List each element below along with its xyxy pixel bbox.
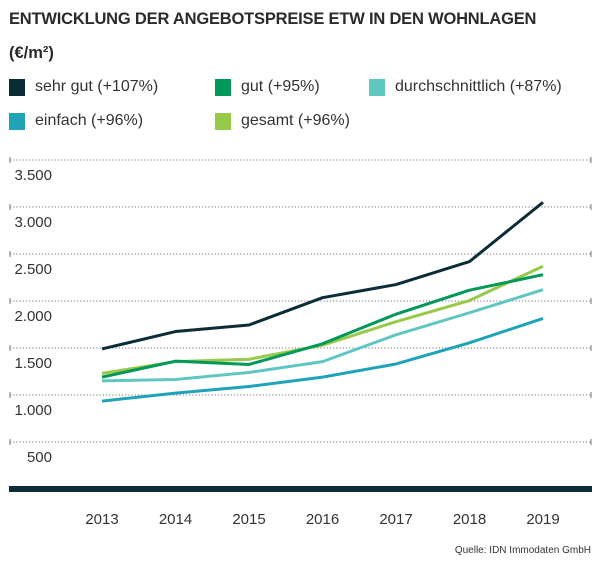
series-line-durchschnittlich <box>101 288 544 383</box>
x-tick-label: 2018 <box>453 511 486 528</box>
legend-item-einfach: einfach (+96%) <box>9 112 143 130</box>
y-tick-label: 2.000 <box>14 308 52 325</box>
legend-swatch <box>215 112 231 130</box>
legend-item-sehr-gut: sehr gut (+107%) <box>9 78 158 96</box>
x-tick-label: 2016 <box>306 511 339 528</box>
legend-label: gesamt (+96%) <box>241 112 350 129</box>
legend-swatch <box>9 78 25 96</box>
x-tick-label: 2019 <box>526 511 559 528</box>
legend-label: sehr gut (+107%) <box>35 78 159 95</box>
x-tick-label: 2015 <box>232 511 265 528</box>
series-line-einfach <box>101 316 544 403</box>
legend-swatch <box>215 78 231 96</box>
legend-label: durchschnittlich (+87%) <box>395 78 562 95</box>
chart-title: ENTWICKLUNG DER ANGEBOTSPREISE ETW IN DE… <box>9 10 537 28</box>
legend-item-durchschnittlich: durchschnittlich (+87%) <box>369 78 562 96</box>
y-tick-label: 500 <box>27 449 52 466</box>
legend-label: gut (+95%) <box>241 78 320 95</box>
legend-label: einfach (+96%) <box>35 112 144 129</box>
y-tick-label: 2.500 <box>14 261 52 278</box>
source-note: Quelle: IDN Immodaten GmbH <box>454 545 591 556</box>
legend-swatch <box>369 78 385 96</box>
chart-subtitle: (€/m²) <box>9 44 54 62</box>
legend-item-gesamt: gesamt (+96%) <box>215 112 350 130</box>
legend-item-gut: gut (+95%) <box>215 78 320 96</box>
x-tick-label: 2017 <box>379 511 412 528</box>
x-tick-label: 2013 <box>85 511 118 528</box>
series-line-gut <box>101 273 544 379</box>
series-line-sehr-gut <box>101 201 544 351</box>
y-tick-label: 1.000 <box>14 402 52 419</box>
y-tick-label: 3.000 <box>14 214 52 231</box>
y-tick-label: 1.500 <box>14 355 52 372</box>
series-line-gesamt <box>101 264 544 375</box>
x-axis-baseline <box>9 486 592 492</box>
x-tick-label: 2014 <box>159 511 192 528</box>
legend-swatch <box>9 112 25 130</box>
y-tick-label: 3.500 <box>14 167 52 184</box>
